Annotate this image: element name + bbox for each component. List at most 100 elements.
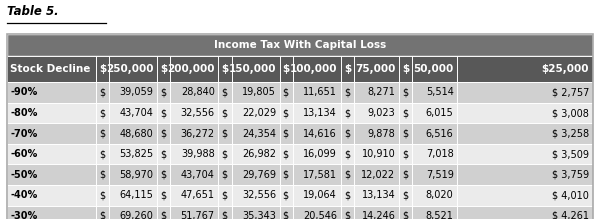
Text: Stock Decline: Stock Decline bbox=[10, 64, 91, 74]
Text: 6,015: 6,015 bbox=[426, 108, 454, 118]
Text: 39,059: 39,059 bbox=[120, 87, 154, 97]
Text: $: $ bbox=[344, 190, 350, 200]
Text: $ 3,008: $ 3,008 bbox=[553, 108, 589, 118]
Text: $: $ bbox=[160, 64, 167, 74]
Text: $: $ bbox=[344, 149, 350, 159]
Text: 16,099: 16,099 bbox=[304, 149, 337, 159]
Text: 51,767: 51,767 bbox=[181, 211, 215, 219]
Text: 69,260: 69,260 bbox=[120, 211, 154, 219]
Text: 5,514: 5,514 bbox=[426, 87, 454, 97]
Text: $: $ bbox=[344, 129, 350, 139]
Text: $: $ bbox=[160, 211, 166, 219]
Text: $: $ bbox=[402, 149, 408, 159]
Text: $: $ bbox=[283, 64, 290, 74]
Text: 8,271: 8,271 bbox=[368, 87, 395, 97]
Text: 19,805: 19,805 bbox=[242, 87, 276, 97]
Text: 200,000: 200,000 bbox=[167, 64, 215, 74]
Text: $: $ bbox=[99, 170, 105, 180]
Text: 14,616: 14,616 bbox=[304, 129, 337, 139]
Text: 36,272: 36,272 bbox=[181, 129, 215, 139]
Text: $: $ bbox=[99, 87, 105, 97]
Text: 13,134: 13,134 bbox=[362, 190, 395, 200]
Text: 6,516: 6,516 bbox=[426, 129, 454, 139]
Text: $: $ bbox=[283, 149, 289, 159]
Text: 17,581: 17,581 bbox=[303, 170, 337, 180]
Text: $: $ bbox=[283, 87, 289, 97]
Text: 39,988: 39,988 bbox=[181, 149, 215, 159]
Text: $: $ bbox=[99, 211, 105, 219]
Text: 48,680: 48,680 bbox=[120, 129, 154, 139]
Text: $: $ bbox=[221, 87, 227, 97]
Text: $: $ bbox=[402, 87, 408, 97]
Text: $: $ bbox=[99, 149, 105, 159]
Text: -30%: -30% bbox=[10, 211, 37, 219]
Text: $: $ bbox=[99, 190, 105, 200]
Text: $: $ bbox=[221, 190, 227, 200]
Text: $: $ bbox=[221, 170, 227, 180]
Text: $: $ bbox=[283, 170, 289, 180]
Text: $: $ bbox=[283, 190, 289, 200]
Text: 64,115: 64,115 bbox=[120, 190, 154, 200]
Text: 24,354: 24,354 bbox=[242, 129, 276, 139]
Text: -90%: -90% bbox=[10, 87, 37, 97]
Text: $: $ bbox=[221, 129, 227, 139]
Text: $: $ bbox=[160, 149, 166, 159]
Text: $: $ bbox=[283, 129, 289, 139]
Text: $: $ bbox=[344, 211, 350, 219]
Text: 10,910: 10,910 bbox=[362, 149, 395, 159]
Text: 7,018: 7,018 bbox=[426, 149, 454, 159]
Text: 19,064: 19,064 bbox=[304, 190, 337, 200]
Text: $ 2,757: $ 2,757 bbox=[552, 87, 589, 97]
Text: $ 4,261: $ 4,261 bbox=[552, 211, 589, 219]
Text: 58,970: 58,970 bbox=[119, 170, 154, 180]
Text: $: $ bbox=[160, 190, 166, 200]
Text: $: $ bbox=[221, 64, 229, 74]
Text: $: $ bbox=[344, 64, 351, 74]
Text: $: $ bbox=[99, 108, 105, 118]
Text: 26,982: 26,982 bbox=[242, 149, 276, 159]
Text: 100,000: 100,000 bbox=[290, 64, 337, 74]
Text: $: $ bbox=[283, 211, 289, 219]
Text: $25,000: $25,000 bbox=[542, 64, 589, 74]
Text: 53,825: 53,825 bbox=[119, 149, 154, 159]
Text: -50%: -50% bbox=[10, 170, 37, 180]
Text: $: $ bbox=[160, 129, 166, 139]
Text: 32,556: 32,556 bbox=[181, 108, 215, 118]
Text: $: $ bbox=[344, 87, 350, 97]
Text: $ 4,010: $ 4,010 bbox=[553, 190, 589, 200]
Text: 9,023: 9,023 bbox=[368, 108, 395, 118]
Text: 29,769: 29,769 bbox=[242, 170, 276, 180]
Text: $: $ bbox=[344, 170, 350, 180]
Text: -80%: -80% bbox=[10, 108, 38, 118]
Text: 11,651: 11,651 bbox=[304, 87, 337, 97]
Text: $: $ bbox=[402, 190, 408, 200]
Text: $: $ bbox=[402, 64, 409, 74]
Text: Table 5.: Table 5. bbox=[7, 5, 59, 18]
Text: 8,020: 8,020 bbox=[426, 190, 454, 200]
Text: $: $ bbox=[99, 129, 105, 139]
Text: $ 3,258: $ 3,258 bbox=[552, 129, 589, 139]
Text: $: $ bbox=[221, 211, 227, 219]
Text: 28,840: 28,840 bbox=[181, 87, 215, 97]
Text: 14,246: 14,246 bbox=[362, 211, 395, 219]
Text: 47,651: 47,651 bbox=[181, 190, 215, 200]
Text: $: $ bbox=[160, 108, 166, 118]
Text: 8,521: 8,521 bbox=[426, 211, 454, 219]
Text: $ 3,509: $ 3,509 bbox=[552, 149, 589, 159]
Text: $: $ bbox=[160, 87, 166, 97]
Text: $: $ bbox=[402, 211, 408, 219]
Text: 9,878: 9,878 bbox=[368, 129, 395, 139]
Text: -60%: -60% bbox=[10, 149, 37, 159]
Text: $: $ bbox=[160, 170, 166, 180]
Text: 22,029: 22,029 bbox=[242, 108, 276, 118]
Text: 250,000: 250,000 bbox=[106, 64, 154, 74]
Text: 13,134: 13,134 bbox=[304, 108, 337, 118]
Text: $: $ bbox=[402, 108, 408, 118]
Text: -40%: -40% bbox=[10, 190, 37, 200]
Text: $: $ bbox=[221, 108, 227, 118]
Text: $: $ bbox=[221, 149, 227, 159]
Text: 32,556: 32,556 bbox=[242, 190, 276, 200]
Text: 35,343: 35,343 bbox=[242, 211, 276, 219]
Text: $: $ bbox=[402, 129, 408, 139]
Text: $: $ bbox=[344, 108, 350, 118]
